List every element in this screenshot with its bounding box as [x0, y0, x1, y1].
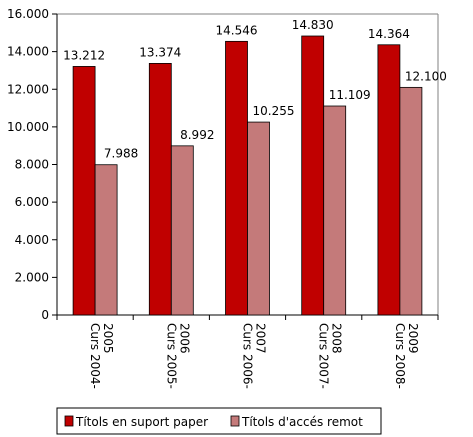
y-tick-label: 8.000	[15, 158, 49, 172]
data-label-series-2: 11.109	[329, 88, 371, 102]
data-label-series-1: 14.546	[216, 23, 258, 37]
bar-series-1	[72, 66, 96, 316]
data-label-series-1: 13.374	[139, 45, 181, 59]
y-tick-label: 4.000	[15, 233, 49, 247]
legend: Títols en suport paper Títols d'accés rem…	[56, 407, 382, 435]
plot-area	[57, 13, 439, 315]
bar-series-1	[225, 40, 248, 316]
x-tick-label-line: Curs 2006-	[241, 323, 255, 389]
legend-swatch-series-1	[64, 415, 74, 427]
legend-label-series-1: Títols en suport paper	[75, 415, 208, 429]
data-label-series-2: 7.988	[104, 147, 138, 161]
bar-series-2	[170, 145, 194, 316]
y-tick-label: 16.000	[7, 7, 49, 21]
y-tick-label: 14.000	[7, 45, 49, 59]
x-tick-label: Curs 2006- 2007	[241, 323, 268, 389]
x-tick-label-line: Curs 2008-	[393, 323, 407, 389]
y-tick-label: 2.000	[15, 270, 49, 284]
data-label-series-2: 8.992	[180, 128, 214, 142]
x-tick-label: Curs 2007- 2008	[317, 323, 344, 389]
x-tick-label-line: 2008	[330, 323, 344, 354]
legend-box	[56, 407, 382, 435]
bar-series-1	[148, 63, 172, 316]
legend-swatch-series-2	[230, 415, 240, 427]
x-tick-label-line: Curs 2004-	[88, 323, 102, 389]
bar-series-2	[399, 86, 423, 316]
y-tick-label: 12.000	[7, 82, 49, 96]
y-tick-label: 6.000	[15, 195, 49, 209]
data-labels: 13.212 13.374 14.546 14.830 14.364 7.988 8.992…	[63, 18, 447, 161]
x-tick-label-line: 2005	[101, 323, 115, 354]
x-tick-label-line: 2009	[406, 323, 420, 354]
y-tick-label: 0	[41, 308, 49, 322]
data-label-series-1: 14.364	[368, 27, 410, 41]
x-tick-label-line: 2007	[254, 323, 268, 354]
x-tick-label: Curs 2005- 2006	[164, 323, 191, 389]
data-label-series-1: 13.212	[63, 48, 105, 62]
x-tick-label-line: Curs 2005-	[164, 323, 178, 389]
data-label-series-1: 14.830	[292, 18, 334, 32]
x-tick-label: Curs 2004- 2005	[88, 323, 115, 389]
x-tick-label-line: Curs 2007-	[317, 323, 331, 389]
legend-label-series-2: Títols d'accés remot	[241, 415, 363, 429]
bar-series-1	[301, 35, 325, 316]
bar-series-2	[247, 121, 270, 316]
x-tick-label: Curs 2008- 2009	[393, 323, 420, 389]
data-label-series-2: 10.255	[253, 104, 295, 118]
bar-series-1	[377, 44, 401, 316]
x-tick-label-line: 2006	[177, 323, 191, 354]
bars	[72, 35, 423, 316]
y-tick-label: 10.000	[7, 120, 49, 134]
x-axis: Curs 2004- 2005 Curs 2005- 2006 Curs 2006- 20…	[56, 314, 439, 389]
bar-series-2	[94, 164, 118, 316]
bar-series-2	[323, 105, 347, 316]
y-axis: 0 2.000 4.000 6.000 8.000 10.000 12.000 14.000 1…	[7, 7, 58, 322]
data-label-series-2: 12.100	[405, 69, 447, 83]
